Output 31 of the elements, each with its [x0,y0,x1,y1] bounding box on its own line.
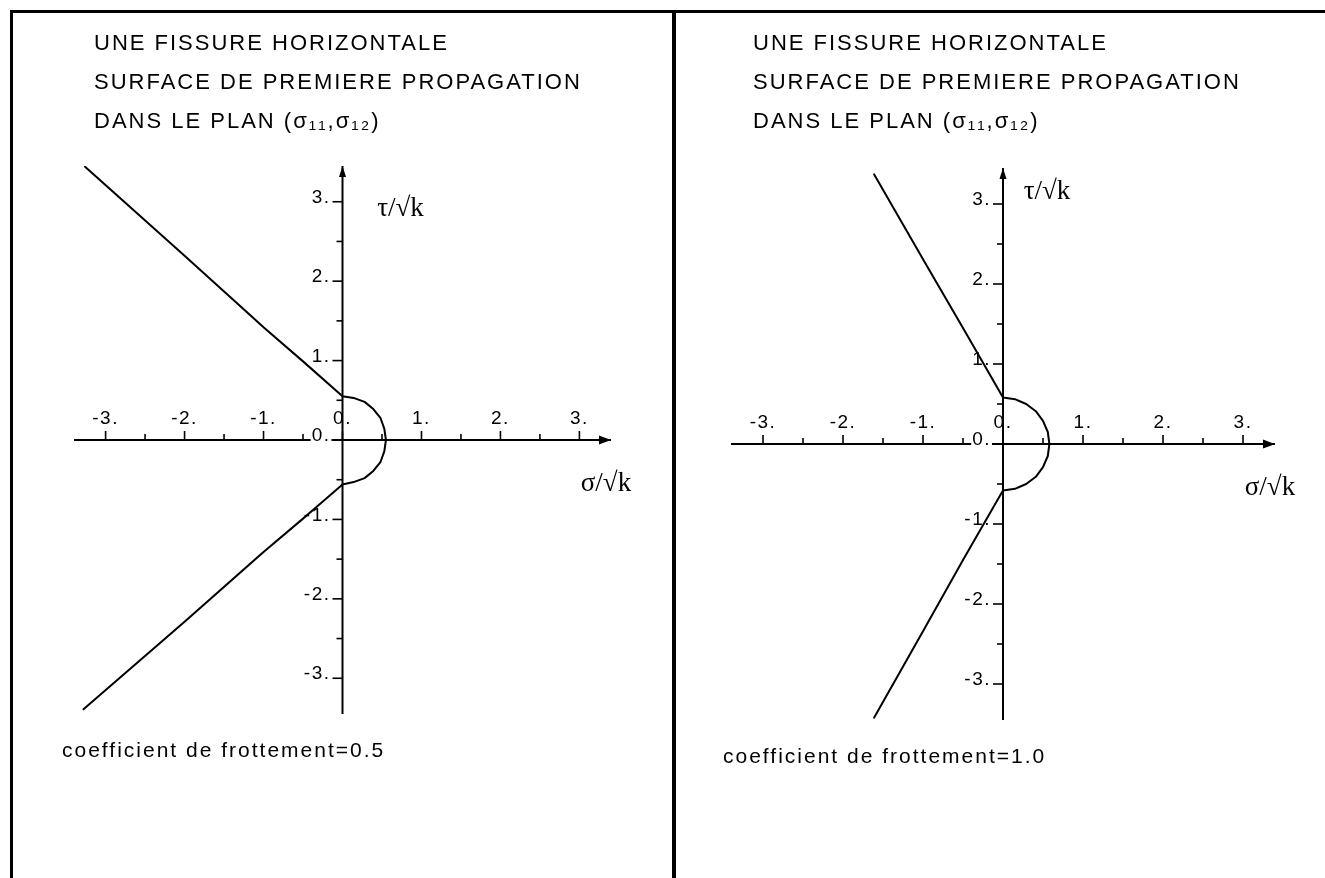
chart-title: UNE FISSURE HORIZONTALE SURFACE DE PREMIERE PROPAGATION DANS LE PLAN (σ₁₁,σ₁₂) [753,30,1241,133]
x-tick-label: -2. [829,410,857,432]
x-tick-label: -2. [171,406,198,428]
y-axis-title: τ/√k [1023,175,1071,206]
y-tick-label: -2. [303,583,331,605]
x-tick-label: 1. [412,406,431,428]
y-tick-label: -3. [303,662,331,684]
x-tick-label: 2. [491,406,510,428]
chart-title: UNE FISSURE HORIZONTALE SURFACE DE PREMIERE PROPAGATION DANS LE PLAN (σ₁₁,σ₁₂) [94,30,582,133]
x-axis-title: σ/√k [1244,471,1296,502]
y-axis-title: τ/√k [377,192,425,223]
y-tick-label: 3. [311,185,331,207]
y-tick-label: 0. [972,428,991,450]
y-tick-label: -2. [964,588,991,610]
text: coefficient de frottement=0.5 [62,738,386,761]
x-axis-title: σ/√k [580,467,632,498]
y-tick-label: 0. [311,424,331,446]
x-tick-label: 3. [1233,410,1253,432]
y-tick-label: 1. [311,344,331,366]
y-tick-label: -3. [964,668,991,690]
x-tick-label: -1. [909,410,937,432]
x-tick-label: -1. [250,406,277,428]
x-tick-label: -3. [92,406,119,428]
y-tick-label: 3. [972,188,991,210]
x-tick-label: 2. [1153,410,1173,432]
x-tick-label: 3. [569,406,589,428]
y-tick-label: 2. [972,268,991,290]
text: coefficient de frottement=1.0 [723,744,1047,767]
x-tick-label: -3. [749,410,777,432]
x-tick-label: 1. [1073,410,1093,432]
y-tick-label: 2. [311,265,331,287]
